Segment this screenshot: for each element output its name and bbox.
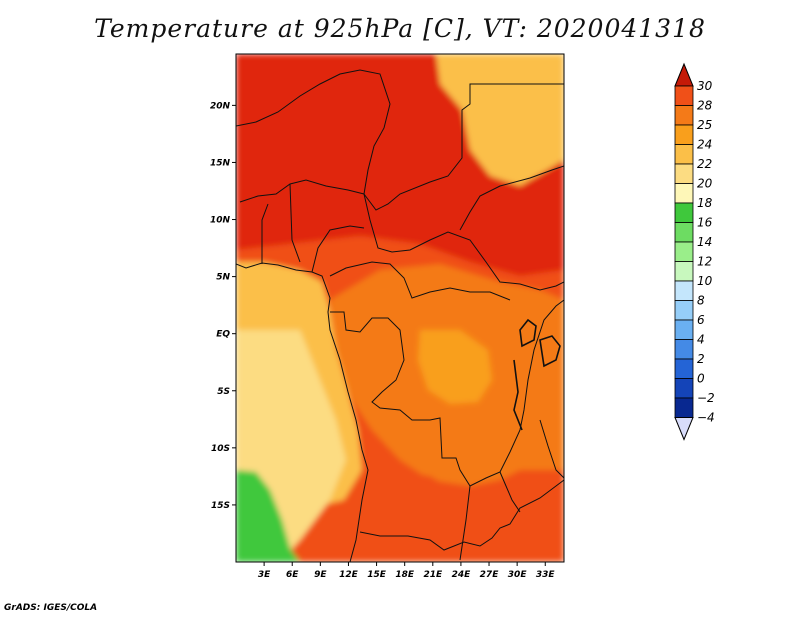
border-sahel xyxy=(236,69,391,195)
colorbar-swatch xyxy=(674,397,694,418)
colorbar-label: 22 xyxy=(697,157,712,171)
x-tick-label: 27E xyxy=(480,570,500,580)
colorbar-bottom-triangle xyxy=(674,417,694,441)
region-congo-interior-cooler xyxy=(418,330,492,404)
colorbar-label: −2 xyxy=(697,391,715,405)
colorbar-swatch xyxy=(674,358,694,379)
chart-title: Temperature at 925hPa [C], VT: 202004131… xyxy=(94,14,706,43)
colorbar-label: 12 xyxy=(697,255,712,269)
border-car xyxy=(329,261,511,301)
border-west xyxy=(239,179,365,203)
colorbar-label: 30 xyxy=(697,79,713,93)
map-frame xyxy=(235,53,565,563)
x-tick-label: 6E xyxy=(286,570,299,580)
grads-credit: GrADS: IGES/COLA xyxy=(4,603,98,613)
colorbar-swatch xyxy=(674,222,694,243)
colorbar-label: 20 xyxy=(697,177,713,191)
y-tick-label: 5N xyxy=(216,273,230,283)
border-east xyxy=(459,419,564,561)
great-lakes xyxy=(513,318,561,431)
x-tick-label: 24E xyxy=(452,570,472,580)
colorbar-label: 10 xyxy=(697,274,713,288)
y-tick-label: 15S xyxy=(211,501,230,511)
colorbar-label: 6 xyxy=(697,313,705,327)
x-tick-label: 12E xyxy=(339,570,359,580)
colorbar-swatch xyxy=(674,144,694,165)
y-tick-label: 20N xyxy=(210,101,231,111)
region-southwest-cold-ocean xyxy=(236,470,300,562)
temperature-fill xyxy=(236,54,564,562)
x-tick-label: 9E xyxy=(314,570,327,580)
border-chad xyxy=(363,83,564,211)
region-south-interior-hot xyxy=(350,470,564,562)
colorbar-label: 24 xyxy=(697,138,712,152)
colorbar-label: −4 xyxy=(697,411,715,425)
border-congo xyxy=(330,299,564,487)
coastline xyxy=(236,262,369,562)
colorbar-label: 16 xyxy=(697,216,713,230)
y-axis: 20N 15N 10N 5N EQ 5S 10S 15S xyxy=(210,101,236,511)
colorbar-swatch xyxy=(674,261,694,282)
colorbar-label: 14 xyxy=(697,235,712,249)
colorbar-swatch xyxy=(674,241,694,262)
x-tick-label: 30E xyxy=(508,570,528,580)
colorbar-label: 8 xyxy=(697,294,705,308)
colorbar-swatch xyxy=(674,339,694,360)
y-tick-label: 5S xyxy=(217,387,230,397)
colorbar-swatch xyxy=(674,319,694,340)
colorbar-swatch xyxy=(674,280,694,301)
colorbar-swatch xyxy=(674,124,694,145)
x-tick-label: 33E xyxy=(536,570,556,580)
colorbar-swatch xyxy=(674,202,694,223)
y-tick-label: 10S xyxy=(211,444,230,454)
x-axis: 3E 6E 9E 12E 15E 18E 21E 24E 27E 30E 33E xyxy=(258,562,556,580)
country-borders xyxy=(236,69,564,562)
colorbar-top-triangle xyxy=(674,62,694,87)
y-tick-label: EQ xyxy=(216,330,230,340)
colorbar-swatch xyxy=(674,163,694,184)
map-canvas xyxy=(236,54,564,562)
colorbar-label: 4 xyxy=(697,333,705,347)
y-tick-label: 10N xyxy=(210,216,231,226)
border-central xyxy=(363,193,564,291)
colorbar-swatch xyxy=(674,183,694,204)
colorbar-label: 0 xyxy=(697,372,705,386)
border-angola-south xyxy=(359,479,564,551)
x-tick-label: 21E xyxy=(423,570,443,580)
border-west-2 xyxy=(261,183,365,273)
colorbar-swatch xyxy=(674,300,694,321)
colorbar-swatch xyxy=(674,105,694,126)
x-tick-label: 15E xyxy=(367,570,387,580)
colorbar-label: 25 xyxy=(697,118,712,132)
colorbar-label: 18 xyxy=(697,196,713,210)
border-ne xyxy=(459,165,564,231)
colorbar-swatch xyxy=(674,85,694,106)
colorbar-label: 28 xyxy=(697,99,713,113)
colorbar-swatch xyxy=(674,378,694,399)
region-northeast-corner-cooler xyxy=(436,54,564,186)
colorbar-label: 2 xyxy=(697,352,705,366)
x-tick-label: 18E xyxy=(395,570,415,580)
x-tick-label: 3E xyxy=(258,570,271,580)
y-tick-label: 15N xyxy=(210,158,231,168)
